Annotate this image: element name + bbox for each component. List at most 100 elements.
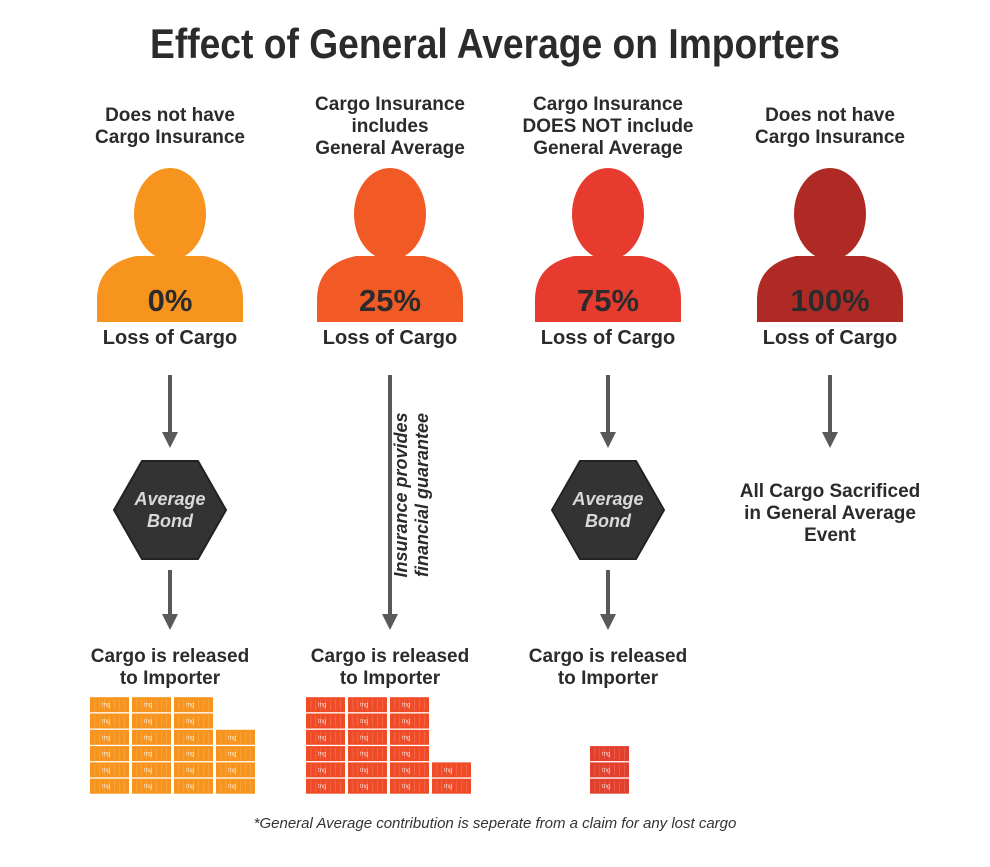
result-text: to Importer (340, 668, 441, 689)
container-logo: tng (360, 768, 368, 774)
container-logo: tng (444, 768, 452, 774)
container (306, 746, 345, 762)
column-heading: Does not have (105, 105, 235, 126)
container-logo: tng (602, 768, 610, 774)
loss-label: Loss of Cargo (541, 327, 675, 349)
container-logo: tng (228, 768, 236, 774)
container (590, 778, 629, 794)
container (306, 697, 345, 713)
container (390, 746, 429, 762)
container-logo: tng (318, 784, 326, 790)
container-logo: tng (402, 768, 410, 774)
container-logo: tng (102, 719, 110, 725)
container (390, 762, 429, 778)
container-stack: tng tng (432, 762, 471, 794)
column-heading: Cargo Insurance (533, 94, 683, 115)
container (216, 778, 255, 794)
container-logo: tng (360, 703, 368, 709)
container (90, 762, 129, 778)
container-logo: tng (602, 752, 610, 758)
container (306, 713, 345, 729)
container-logo: tng (186, 768, 194, 774)
container-logo: tng (402, 784, 410, 790)
container (390, 713, 429, 729)
container (174, 697, 213, 713)
person-body (97, 256, 243, 322)
person-body (535, 256, 681, 322)
container (306, 762, 345, 778)
container (590, 746, 629, 762)
container-logo: tng (186, 719, 194, 725)
container (132, 713, 171, 729)
person-body (757, 256, 903, 322)
container-logo: tng (186, 752, 194, 758)
column-heading: General Average (533, 138, 683, 159)
container-stack: tng tng tng tng tng tng (90, 697, 129, 794)
person-body (317, 256, 463, 322)
container-logo: tng (318, 719, 326, 725)
container-logo: tng (402, 703, 410, 709)
person-icon (757, 168, 903, 322)
container (132, 746, 171, 762)
container-logo: tng (144, 719, 152, 725)
container-stack: tng tng tng tng (216, 729, 255, 794)
container (216, 762, 255, 778)
result-text: Event (804, 525, 856, 546)
container-logo: tng (144, 703, 152, 709)
container (390, 729, 429, 745)
container-stack: tng tng tng tng tng tng (174, 697, 213, 794)
container-logo: tng (144, 784, 152, 790)
container-logo: tng (318, 752, 326, 758)
container-logo: tng (360, 735, 368, 741)
container (306, 778, 345, 794)
container (90, 697, 129, 713)
bond-hexagon (550, 460, 666, 560)
container-logo: tng (144, 735, 152, 741)
container-logo: tng (228, 735, 236, 741)
result-text: to Importer (558, 668, 659, 689)
side-note: Insurance provides (391, 412, 411, 577)
container (216, 746, 255, 762)
container-logo: tng (228, 784, 236, 790)
container (174, 729, 213, 745)
container-logo: tng (186, 784, 194, 790)
container-logo: tng (360, 752, 368, 758)
person-head (572, 168, 644, 260)
container-logo: tng (402, 719, 410, 725)
column-heading: Cargo Insurance (315, 94, 465, 115)
container (90, 746, 129, 762)
loss-label: Loss of Cargo (763, 327, 897, 349)
container (90, 713, 129, 729)
person-head (354, 168, 426, 260)
column-heading: Does not have (765, 105, 895, 126)
container (348, 729, 387, 745)
person-icon (535, 168, 681, 322)
container (348, 778, 387, 794)
container-logo: tng (228, 752, 236, 758)
container (348, 713, 387, 729)
container-logo: tng (186, 735, 194, 741)
container-logo: tng (402, 735, 410, 741)
bond-label: Average (571, 489, 643, 509)
container (390, 778, 429, 794)
container (590, 762, 629, 778)
container-logo: tng (318, 703, 326, 709)
container-stack: tng tng tng tng tng tng (390, 697, 429, 794)
container (132, 697, 171, 713)
container (390, 697, 429, 713)
result-text: Cargo is released (91, 646, 249, 667)
container-stack: tng tng tng tng tng tng (132, 697, 171, 794)
column-heading: General Average (315, 138, 465, 159)
container-logo: tng (102, 768, 110, 774)
loss-percent: 0% (148, 283, 193, 318)
container-logo: tng (318, 735, 326, 741)
loss-percent: 25% (359, 283, 421, 318)
container-logo: tng (318, 768, 326, 774)
container-logo: tng (144, 768, 152, 774)
container (216, 729, 255, 745)
person-head (794, 168, 866, 260)
result-text: to Importer (120, 668, 221, 689)
footnote: *General Average contribution is seperat… (254, 815, 737, 832)
